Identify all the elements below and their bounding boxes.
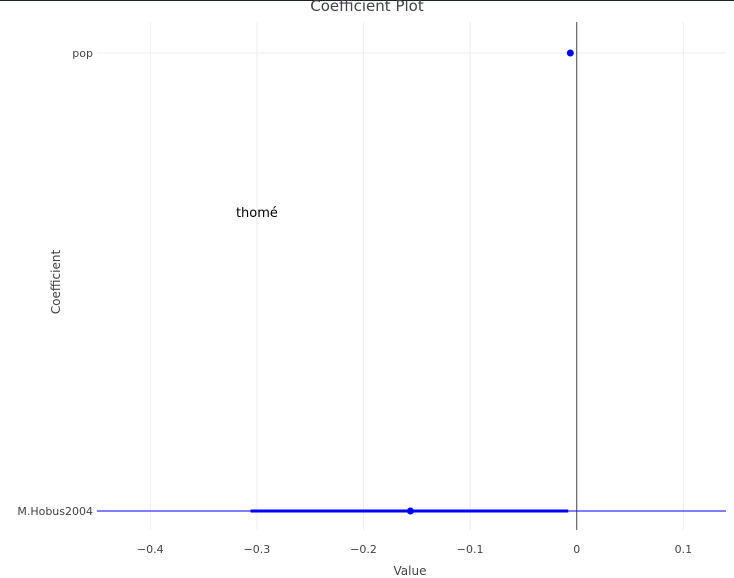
- y-tick-label: M.Hobus2004: [17, 505, 93, 518]
- x-tick-label: −0.2: [350, 543, 377, 556]
- annotation-text: thomé: [236, 206, 278, 221]
- x-tick-label: −0.1: [457, 543, 484, 556]
- x-tick-label: 0: [573, 543, 580, 556]
- coefficient-point: [566, 49, 574, 57]
- y-axis-title: Coefficient: [49, 250, 63, 315]
- marks-layer: [97, 49, 726, 515]
- top-border: [0, 0, 734, 1]
- axes-layer: −0.4 −0.3 −0.2 −0.1 0 0.1 pop M.Hobus2004: [17, 22, 692, 556]
- x-axis-title: Value: [394, 564, 427, 578]
- y-tick-label: pop: [72, 47, 93, 60]
- x-tick-label: −0.3: [244, 543, 271, 556]
- coefficient-point: [406, 507, 414, 515]
- chart-title: Coefficient Plot: [310, 0, 424, 15]
- grid-layer: [97, 22, 726, 530]
- x-tick-label: 0.1: [675, 543, 693, 556]
- x-tick-label: −0.4: [137, 543, 164, 556]
